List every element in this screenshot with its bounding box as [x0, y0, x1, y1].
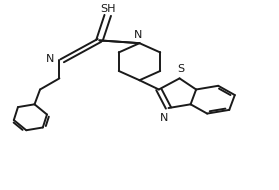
Text: N: N: [45, 54, 54, 64]
Text: SH: SH: [100, 4, 116, 13]
Text: S: S: [177, 64, 184, 74]
Text: N: N: [134, 30, 142, 40]
Text: N: N: [160, 113, 169, 123]
